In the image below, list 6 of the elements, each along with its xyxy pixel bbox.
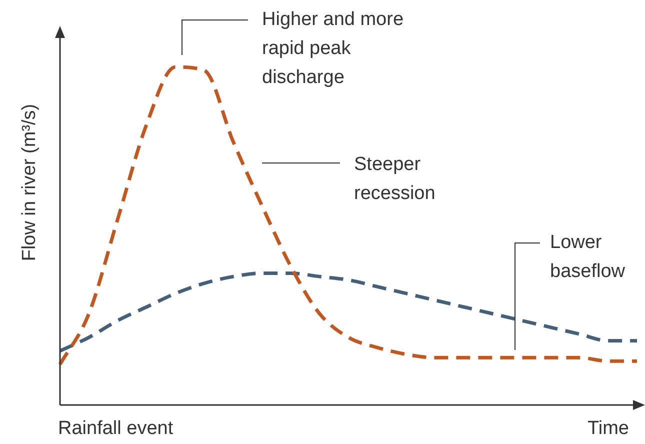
- annotation: Lower baseflow: [550, 232, 626, 282]
- text: Rainfall event: [58, 418, 174, 440]
- x-axis-title: Time: [587, 418, 629, 440]
- y-axis-title: Flow in river (m³/s): [19, 104, 40, 262]
- annotation: Steeper recession: [354, 154, 436, 204]
- annotation: Higher and more rapid peak discharge: [262, 9, 404, 88]
